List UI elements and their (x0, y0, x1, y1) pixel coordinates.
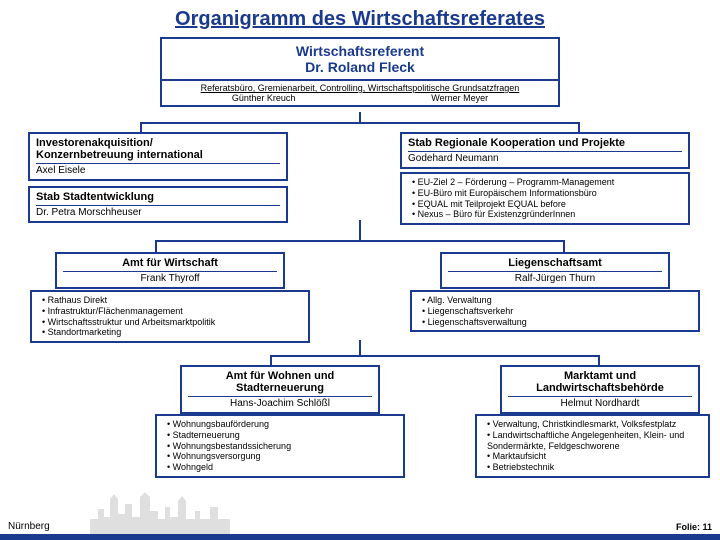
amt4-sub: Helmut Nordhardt (508, 396, 692, 409)
investoren-t1: Investorenakquisition/ (36, 137, 280, 149)
city-silhouette-icon (90, 489, 230, 534)
amt3-list: Wohnungsbauförderung Stadterneuerung Woh… (163, 419, 397, 473)
amt4-t1: Marktamt und (508, 370, 692, 382)
box-investoren: Investorenakquisition/ Konzernbetreuung … (28, 132, 288, 181)
eu-b2: EU-Büro mit Europäischem Informationsbür… (412, 188, 682, 199)
amt3-t2: Stadterneuerung (188, 382, 372, 394)
investoren-sub: Axel Eisele (36, 163, 280, 176)
amt4-b3: Marktaufsicht (487, 451, 702, 462)
regional-sub: Godehard Neumann (408, 151, 682, 164)
box-eu: EU-Ziel 2 – Förderung – Programm-Managem… (400, 172, 690, 225)
footer-left: Nürnberg (8, 521, 50, 532)
eu-b4: Nexus – Büro für ExistenzgründerInnen (412, 209, 682, 220)
amt1-b1: Rathaus Direkt (42, 295, 302, 306)
amt1-b4: Standortmarketing (42, 327, 302, 338)
amt3-b4: Wohnungsversorgung (167, 451, 397, 462)
box-amt4-bullets: Verwaltung, Christkindlesmarkt, Volksfes… (475, 414, 710, 478)
amt1-sub: Frank Thyroff (63, 271, 277, 284)
box-amt1-bullets: Rathaus Direkt Infrastruktur/Flächenmana… (30, 290, 310, 343)
head-box: Wirtschaftsreferent Dr. Roland Fleck (160, 37, 560, 81)
amt3-b2: Stadterneuerung (167, 430, 397, 441)
regional-t: Stab Regionale Kooperation und Projekte (408, 137, 682, 149)
box-stadtentwicklung: Stab Stadtentwicklung Dr. Petra Morschhe… (28, 186, 288, 223)
box-markt: Marktamt und Landwirtschaftsbehörde Helm… (500, 365, 700, 414)
box-liegenschaft: Liegenschaftsamt Ralf-Jürgen Thurn (440, 252, 670, 289)
amt4-list: Verwaltung, Christkindlesmarkt, Volksfes… (483, 419, 702, 473)
amt2-b2: Liegenschaftsverkehr (422, 306, 692, 317)
amt3-b3: Wohnungsbestandssicherung (167, 441, 397, 452)
amt2-b1: Allg. Verwaltung (422, 295, 692, 306)
amt4-b4: Betriebstechnik (487, 462, 702, 473)
amt2-t: Liegenschaftsamt (448, 257, 662, 269)
amt1-b3: Wirtschaftsstruktur und Arbeitsmarktpoli… (42, 317, 302, 328)
subhead-box: Referatsbüro, Gremienarbeit, Controlling… (160, 81, 560, 107)
amt4-b1: Verwaltung, Christkindlesmarkt, Volksfes… (487, 419, 702, 430)
investoren-t2: Konzernbetreuung international (36, 149, 280, 161)
amt1-b2: Infrastruktur/Flächenmanagement (42, 306, 302, 317)
box-wohnen: Amt für Wohnen und Stadterneuerung Hans-… (180, 365, 380, 414)
amt1-t: Amt für Wirtschaft (63, 257, 277, 269)
stadt-sub: Dr. Petra Morschheuser (36, 205, 280, 218)
eu-b3: EQUAL mit Teilprojekt EQUAL before (412, 199, 682, 210)
box-amt2-bullets: Allg. Verwaltung Liegenschaftsverkehr Li… (410, 290, 700, 332)
subhead-line: Referatsbüro, Gremienarbeit, Controlling… (164, 83, 556, 93)
box-amt-wirtschaft: Amt für Wirtschaft Frank Thyroff (55, 252, 285, 289)
stadt-t: Stab Stadtentwicklung (36, 191, 280, 203)
amt4-b2: Landwirtschaftliche Angelegenheiten, Kle… (487, 430, 702, 452)
amt1-list: Rathaus Direkt Infrastruktur/Flächenmana… (38, 295, 302, 338)
eu-b1: EU-Ziel 2 – Förderung – Programm-Managem… (412, 177, 682, 188)
amt4-t2: Landwirtschaftsbehörde (508, 382, 692, 394)
box-regional: Stab Regionale Kooperation und Projekte … (400, 132, 690, 169)
amt2-sub: Ralf-Jürgen Thurn (448, 271, 662, 284)
amt3-b1: Wohnungsbauförderung (167, 419, 397, 430)
subhead-name2: Werner Meyer (431, 93, 488, 103)
box-amt3-bullets: Wohnungsbauförderung Stadterneuerung Woh… (155, 414, 405, 478)
eu-list: EU-Ziel 2 – Förderung – Programm-Managem… (408, 177, 682, 220)
amt3-b5: Wohngeld (167, 462, 397, 473)
footer-right: Folie: 11 (676, 522, 712, 532)
footer-bar (0, 534, 720, 540)
subhead-name1: Günther Kreuch (232, 93, 296, 103)
amt3-t1: Amt für Wohnen und (188, 370, 372, 382)
amt3-sub: Hans-Joachim Schlößl (188, 396, 372, 409)
head-role: Wirtschaftsreferent (166, 43, 554, 59)
head-name: Dr. Roland Fleck (166, 59, 554, 75)
amt2-b3: Liegenschaftsverwaltung (422, 317, 692, 328)
page-title: Organigramm des Wirtschaftsreferates (0, 0, 720, 35)
amt2-list: Allg. Verwaltung Liegenschaftsverkehr Li… (418, 295, 692, 327)
